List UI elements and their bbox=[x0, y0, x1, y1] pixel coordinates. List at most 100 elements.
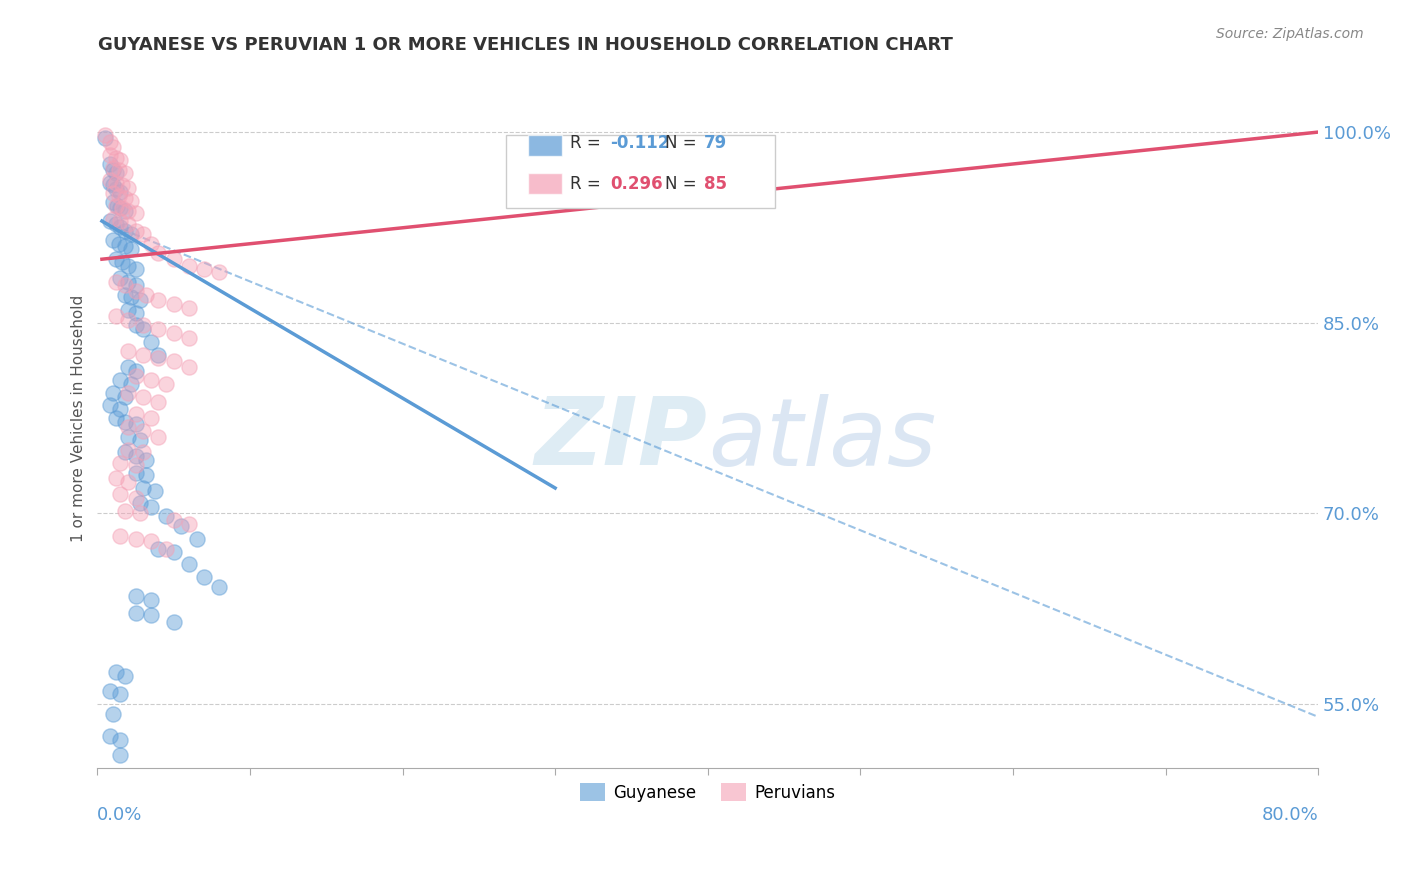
Point bbox=[104, 182, 127, 196]
FancyBboxPatch shape bbox=[529, 173, 562, 194]
Point bbox=[124, 589, 146, 603]
Point bbox=[98, 135, 121, 149]
Point bbox=[163, 354, 186, 368]
Text: 85: 85 bbox=[704, 175, 727, 193]
Point bbox=[148, 394, 170, 409]
Point bbox=[110, 185, 132, 199]
Point bbox=[110, 271, 132, 285]
Point bbox=[104, 199, 127, 213]
Point bbox=[124, 224, 146, 238]
Point bbox=[98, 157, 121, 171]
Text: R =: R = bbox=[569, 135, 606, 153]
Point bbox=[124, 449, 146, 463]
Text: N =: N = bbox=[665, 135, 702, 153]
Point bbox=[155, 542, 177, 557]
Point bbox=[129, 433, 152, 447]
Point bbox=[117, 203, 139, 218]
Point bbox=[111, 178, 134, 193]
Point bbox=[114, 224, 136, 238]
Point bbox=[163, 513, 186, 527]
Point bbox=[114, 166, 136, 180]
Point bbox=[101, 233, 124, 247]
Point bbox=[163, 252, 186, 267]
Point bbox=[114, 415, 136, 429]
Point bbox=[124, 491, 146, 506]
Point bbox=[124, 277, 146, 292]
Point bbox=[117, 442, 139, 457]
Text: Source: ZipAtlas.com: Source: ZipAtlas.com bbox=[1216, 27, 1364, 41]
Point bbox=[139, 500, 162, 514]
Point bbox=[110, 153, 132, 167]
Point bbox=[117, 181, 139, 195]
Point bbox=[132, 481, 155, 495]
Point bbox=[98, 729, 121, 743]
Point bbox=[124, 606, 146, 620]
Point bbox=[129, 496, 152, 510]
Point bbox=[111, 254, 134, 268]
Point bbox=[208, 580, 231, 594]
Point bbox=[139, 236, 162, 251]
Point bbox=[193, 570, 215, 584]
Point bbox=[114, 445, 136, 459]
Point bbox=[177, 516, 200, 531]
Point bbox=[104, 217, 127, 231]
Text: 0.0%: 0.0% bbox=[97, 806, 143, 824]
Point bbox=[163, 326, 186, 340]
Point bbox=[114, 390, 136, 404]
Point bbox=[129, 507, 152, 521]
Point bbox=[104, 176, 127, 190]
Point bbox=[101, 140, 124, 154]
Point bbox=[104, 275, 127, 289]
Point bbox=[101, 211, 124, 226]
Text: 79: 79 bbox=[704, 135, 727, 153]
Point bbox=[170, 519, 193, 533]
Point bbox=[110, 687, 132, 701]
Point bbox=[132, 347, 155, 361]
Point bbox=[124, 318, 146, 333]
Point bbox=[117, 313, 139, 327]
Point bbox=[148, 351, 170, 366]
Point bbox=[177, 558, 200, 572]
Point bbox=[132, 318, 155, 333]
Point bbox=[120, 242, 142, 256]
Point bbox=[124, 458, 146, 472]
Point bbox=[148, 347, 170, 361]
Point bbox=[186, 532, 208, 546]
Text: R =: R = bbox=[569, 175, 606, 193]
Point bbox=[110, 402, 132, 417]
Point bbox=[208, 265, 231, 279]
Point bbox=[120, 194, 142, 208]
Point bbox=[110, 529, 132, 543]
FancyBboxPatch shape bbox=[529, 135, 562, 156]
Point bbox=[148, 293, 170, 307]
Point bbox=[117, 343, 139, 358]
Point bbox=[114, 287, 136, 301]
Point bbox=[132, 390, 155, 404]
Point bbox=[155, 508, 177, 523]
Point bbox=[98, 398, 121, 412]
Point bbox=[148, 245, 170, 260]
Point bbox=[148, 542, 170, 557]
Point bbox=[177, 331, 200, 345]
Point bbox=[139, 608, 162, 623]
Point bbox=[117, 259, 139, 273]
Point bbox=[143, 483, 166, 498]
Point bbox=[163, 544, 186, 558]
Point bbox=[124, 364, 146, 378]
Point bbox=[120, 290, 142, 304]
Point bbox=[101, 385, 124, 400]
Point bbox=[110, 747, 132, 762]
Point bbox=[135, 468, 157, 483]
Point bbox=[101, 161, 124, 175]
Point bbox=[104, 471, 127, 485]
Point bbox=[117, 275, 139, 289]
Point bbox=[117, 217, 139, 231]
Point bbox=[124, 206, 146, 220]
Point bbox=[98, 214, 121, 228]
Text: ZIP: ZIP bbox=[534, 393, 707, 485]
Point bbox=[98, 173, 121, 187]
Point bbox=[101, 178, 124, 193]
Point bbox=[132, 445, 155, 459]
Point bbox=[132, 227, 155, 241]
Text: 0.296: 0.296 bbox=[610, 175, 662, 193]
